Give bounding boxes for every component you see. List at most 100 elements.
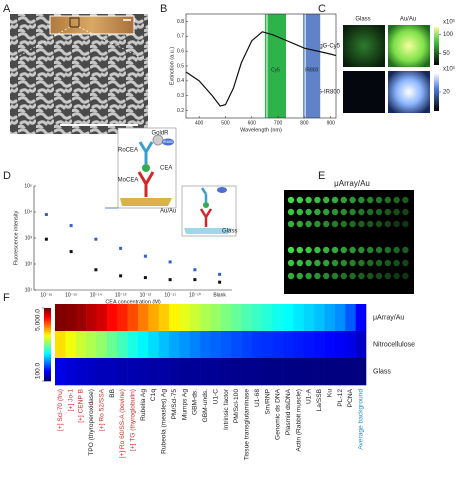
x-axis-label: Wavelength (nm) (240, 127, 282, 133)
column-label: PL-12 (337, 389, 344, 407)
colorbar-step (44, 318, 51, 322)
heat-cell (231, 304, 242, 332)
x-axis-label: CEA concentration (M) (105, 299, 160, 305)
heat-cell (158, 304, 170, 332)
spot (287, 208, 295, 216)
assay-diagram (117, 127, 237, 237)
column-label: Au/Au (400, 17, 416, 23)
row-label: Glass (373, 368, 391, 375)
heat-cell (210, 331, 222, 359)
spot (296, 272, 303, 280)
spot (331, 272, 339, 280)
heat-cell (262, 358, 273, 386)
panel-label: F (3, 292, 10, 304)
y-tick-label: 10² (25, 261, 33, 267)
band (264, 14, 286, 118)
band (303, 14, 321, 118)
spot (367, 220, 374, 228)
row-label: μArray/Au (373, 314, 404, 321)
colorbar-step (44, 348, 51, 351)
y-tick-label: 10⁴ (24, 209, 32, 215)
heat-cell (231, 331, 242, 359)
spot (340, 246, 347, 254)
x-tick-label: 600 (248, 120, 257, 126)
heat-cell (251, 358, 263, 386)
spot (384, 246, 391, 254)
y-tick-label: 0.5 (177, 63, 184, 69)
colorbar-step (44, 311, 51, 314)
spot (314, 246, 321, 254)
heat-cell (314, 358, 325, 386)
heat-cell (169, 331, 180, 359)
colorbar-step (44, 342, 51, 345)
x-tick-label: Blank (213, 292, 226, 298)
spot (358, 259, 365, 267)
column-label: PCNA (347, 388, 354, 407)
colorbar-step (44, 309, 51, 312)
spot (323, 272, 330, 280)
data-point (193, 278, 197, 282)
column-label: Mumps Ag (181, 389, 188, 420)
colorbar-step (44, 308, 51, 311)
diagram-label: CEA (160, 166, 172, 172)
spot (375, 196, 383, 204)
spot (340, 196, 347, 204)
heat-cell (272, 304, 284, 332)
heat-cell (75, 331, 87, 359)
heat-cell (117, 331, 128, 359)
diagram-label: GoldR (151, 131, 169, 137)
row-label: IgG-Cy5 (318, 44, 341, 50)
colorbar-step (44, 337, 51, 340)
heat-cell (65, 331, 77, 359)
heat-cell (303, 304, 315, 332)
heat-cell (324, 358, 336, 386)
spot (393, 259, 400, 267)
inset-box (69, 17, 80, 28)
y-tick-label: 10⁵ (24, 183, 32, 189)
column-label: BB (109, 388, 116, 397)
heat-cell (106, 304, 118, 332)
spot (375, 272, 383, 280)
spot (393, 272, 400, 280)
colorbar-tick-label: 50 (443, 51, 450, 57)
spot (287, 246, 295, 254)
spot (340, 259, 347, 267)
colorbar-step (44, 353, 51, 356)
x-tick-label: 10⁻¹¹ (164, 292, 176, 298)
diagram-label: Au/Au (160, 209, 176, 215)
colorbar-step (44, 339, 51, 342)
spot (323, 220, 330, 228)
y-tick-label: 10³ (25, 235, 33, 241)
diagram-label: MoCEA (118, 178, 139, 184)
column-label: Rubeola (measles) Ag (161, 389, 168, 454)
heat-cell (169, 358, 180, 386)
colorbar (434, 73, 439, 111)
y-tick-label: 0.2 (177, 108, 184, 114)
spot (287, 220, 295, 228)
data-point (168, 278, 172, 282)
colorbar-tick-label: 100 (443, 32, 454, 38)
heat-cell (179, 358, 191, 386)
spot (314, 259, 321, 267)
column-label: Plasmid dsDNA (285, 388, 292, 435)
heat-cell (355, 331, 367, 359)
spot (375, 220, 383, 228)
heat-cell (169, 304, 180, 332)
spot (384, 259, 391, 267)
data-point (143, 276, 147, 280)
heat-cell (106, 331, 118, 359)
heat-cell (106, 358, 118, 386)
spot (358, 196, 365, 204)
fluor-image (343, 71, 385, 113)
x-tick-label: 10⁻¹⁶ (40, 292, 52, 298)
heat-cell (179, 331, 191, 359)
column-label: [+] Scl-70 (fru) (57, 389, 64, 431)
data-point (193, 268, 197, 272)
heat-cell (324, 331, 336, 359)
colorbar-step (44, 351, 51, 354)
spot (402, 259, 409, 267)
spot (340, 208, 347, 216)
column-label: Glass (355, 17, 370, 23)
spot (287, 196, 295, 204)
